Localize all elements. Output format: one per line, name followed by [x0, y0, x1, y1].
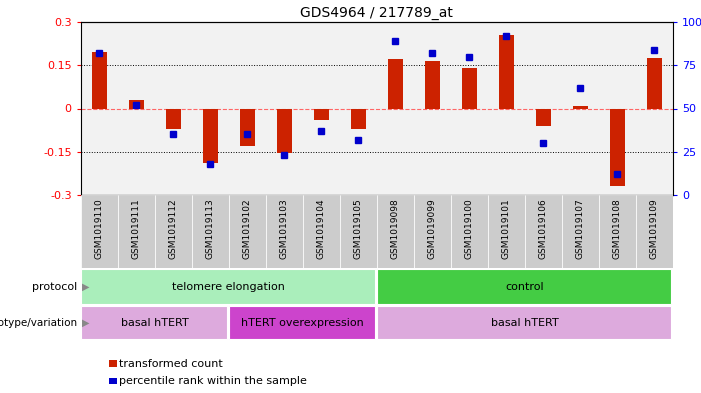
Bar: [562, 22, 599, 195]
Bar: [636, 195, 673, 268]
Text: GSM1019098: GSM1019098: [390, 198, 400, 259]
Bar: [499, 35, 514, 108]
Bar: [377, 269, 671, 304]
Text: GSM1019102: GSM1019102: [243, 198, 252, 259]
Bar: [562, 195, 599, 268]
Bar: [81, 195, 118, 268]
Bar: [425, 61, 440, 108]
Bar: [129, 100, 144, 108]
Bar: [314, 108, 329, 120]
Text: GSM1019108: GSM1019108: [613, 198, 622, 259]
Bar: [536, 108, 551, 126]
Text: telomere elongation: telomere elongation: [172, 281, 285, 292]
Bar: [599, 22, 636, 195]
Bar: [340, 195, 377, 268]
Bar: [388, 59, 402, 108]
Bar: [488, 195, 525, 268]
Bar: [191, 195, 229, 268]
Text: hTERT overexpression: hTERT overexpression: [241, 318, 364, 327]
Bar: [525, 22, 562, 195]
Bar: [229, 22, 266, 195]
Text: GSM1019105: GSM1019105: [354, 198, 363, 259]
Text: ▶: ▶: [82, 318, 90, 327]
Text: GSM1019101: GSM1019101: [502, 198, 511, 259]
Bar: [229, 306, 375, 339]
Bar: [351, 108, 366, 129]
Text: GSM1019104: GSM1019104: [317, 198, 326, 259]
Text: GSM1019106: GSM1019106: [539, 198, 548, 259]
Bar: [81, 269, 375, 304]
Bar: [647, 58, 662, 108]
Text: GSM1019112: GSM1019112: [169, 198, 177, 259]
Bar: [451, 195, 488, 268]
Bar: [462, 68, 477, 108]
Bar: [277, 108, 292, 153]
Text: GSM1019109: GSM1019109: [650, 198, 659, 259]
Text: control: control: [505, 281, 544, 292]
Bar: [191, 22, 229, 195]
Bar: [266, 22, 303, 195]
Bar: [240, 108, 254, 146]
Bar: [118, 22, 155, 195]
Bar: [303, 22, 340, 195]
Bar: [92, 52, 107, 108]
Bar: [414, 22, 451, 195]
Text: GSM1019113: GSM1019113: [205, 198, 215, 259]
Bar: [203, 108, 217, 163]
Bar: [303, 195, 340, 268]
Text: ▶: ▶: [82, 281, 90, 292]
Text: percentile rank within the sample: percentile rank within the sample: [119, 376, 307, 386]
Bar: [636, 22, 673, 195]
Text: GSM1019111: GSM1019111: [132, 198, 141, 259]
Bar: [81, 22, 118, 195]
Bar: [155, 195, 191, 268]
Bar: [377, 22, 414, 195]
Text: GSM1019099: GSM1019099: [428, 198, 437, 259]
Text: basal hTERT: basal hTERT: [121, 318, 189, 327]
Title: GDS4964 / 217789_at: GDS4964 / 217789_at: [300, 6, 454, 20]
Bar: [414, 195, 451, 268]
Bar: [165, 108, 181, 129]
Bar: [377, 195, 414, 268]
Bar: [377, 306, 671, 339]
Text: GSM1019100: GSM1019100: [465, 198, 474, 259]
Text: genotype/variation: genotype/variation: [0, 318, 77, 327]
Bar: [155, 22, 191, 195]
Text: protocol: protocol: [32, 281, 77, 292]
Bar: [599, 195, 636, 268]
Text: GSM1019103: GSM1019103: [280, 198, 289, 259]
Bar: [266, 195, 303, 268]
Bar: [340, 22, 377, 195]
Text: basal hTERT: basal hTERT: [491, 318, 559, 327]
Bar: [118, 195, 155, 268]
Text: GSM1019110: GSM1019110: [95, 198, 104, 259]
Bar: [451, 22, 488, 195]
Bar: [488, 22, 525, 195]
Bar: [81, 306, 227, 339]
Bar: [525, 195, 562, 268]
Text: GSM1019107: GSM1019107: [576, 198, 585, 259]
Bar: [610, 108, 625, 186]
Bar: [573, 106, 588, 108]
Text: transformed count: transformed count: [119, 358, 223, 369]
Bar: [229, 195, 266, 268]
